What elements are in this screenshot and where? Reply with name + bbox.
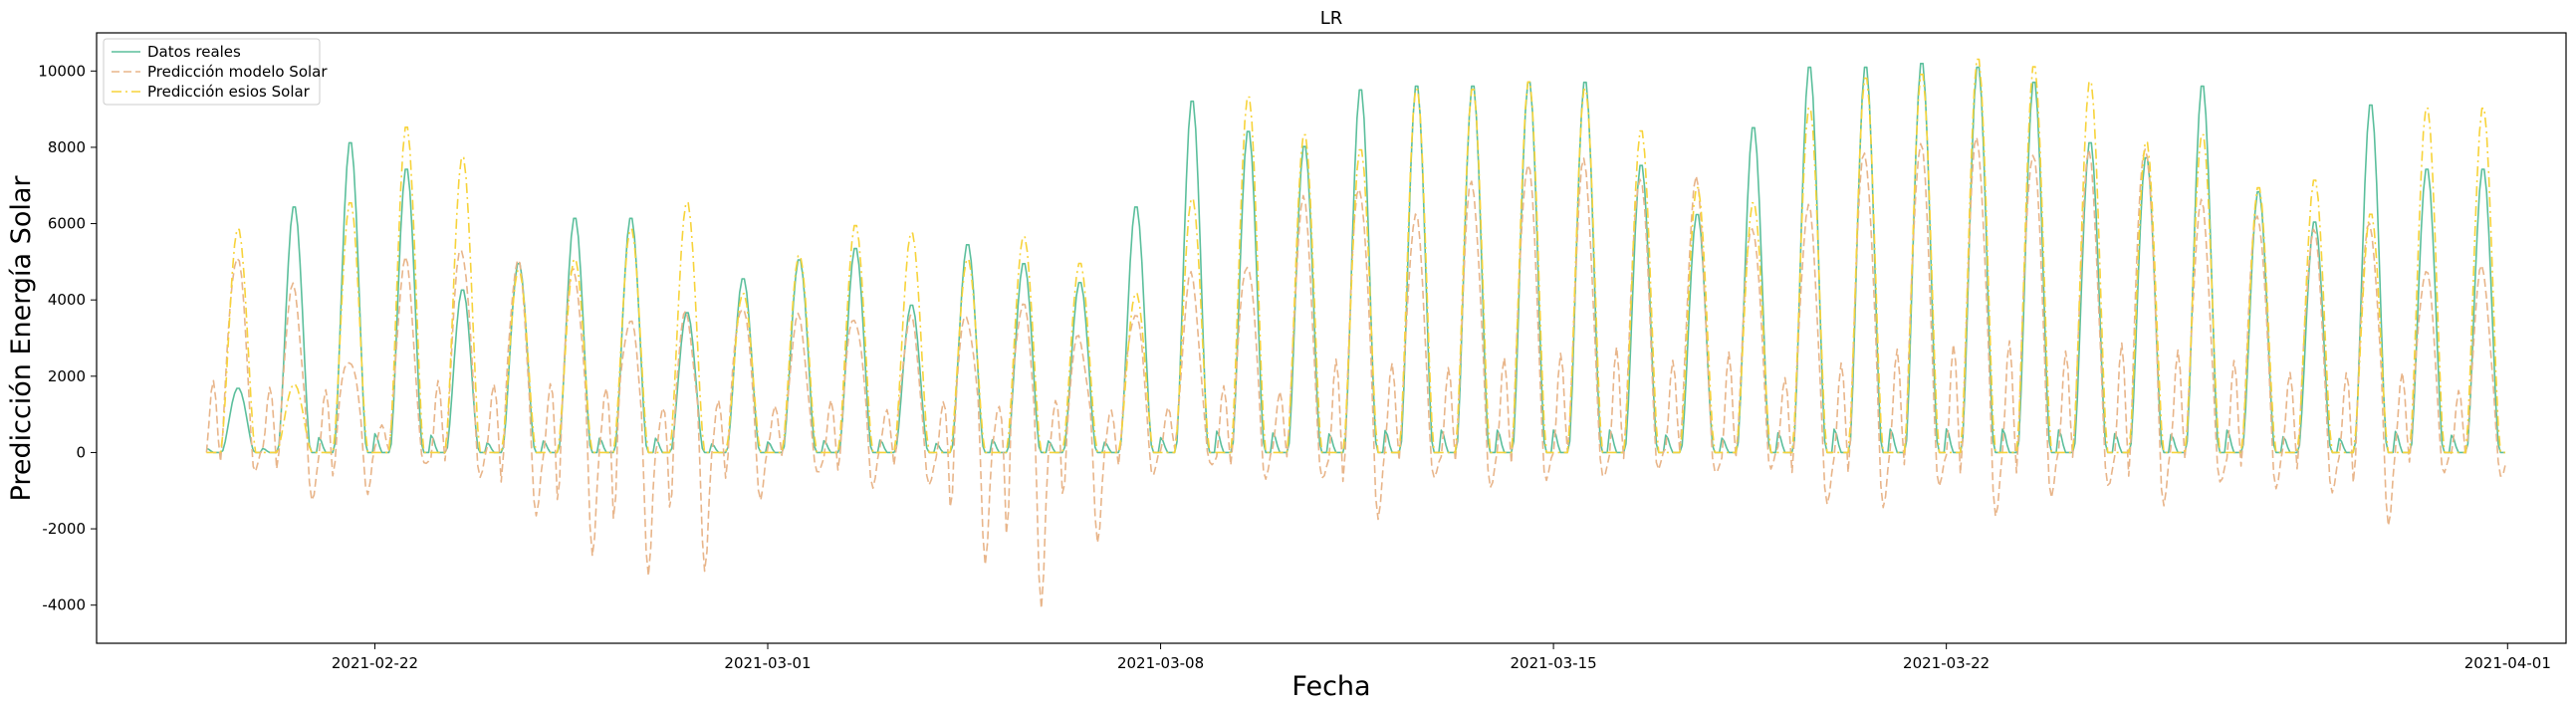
y-tick-label: -2000 bbox=[42, 520, 86, 538]
legend: Datos reales Predicción modelo Solar Predi… bbox=[103, 38, 328, 106]
legend-label: Datos reales bbox=[147, 43, 241, 61]
y-tick-label: 0 bbox=[76, 443, 86, 461]
x-axis: 2021-02-22 2021-03-01 2021-03-08 2021-03-15… bbox=[332, 643, 2551, 672]
y-axis-title: Predicción Energía Solar bbox=[6, 175, 37, 502]
x-tick-label: 2021-02-22 bbox=[332, 654, 418, 672]
y-tick-label: 2000 bbox=[48, 367, 86, 385]
chart-title: LR bbox=[1320, 8, 1343, 29]
x-tick-label: 2021-04-01 bbox=[2464, 654, 2551, 672]
legend-box bbox=[103, 38, 321, 106]
y-tick-label: 10000 bbox=[38, 62, 86, 80]
series-prediccion-modelo bbox=[205, 136, 2506, 609]
y-tick-label: -4000 bbox=[42, 596, 86, 614]
y-tick-label: 6000 bbox=[48, 215, 86, 233]
legend-label: Predicción modelo Solar bbox=[147, 63, 328, 81]
y-tick-label: 8000 bbox=[48, 138, 86, 156]
series-layer bbox=[205, 58, 2506, 609]
legend-label: Predicción esios Solar bbox=[147, 83, 311, 101]
series-datos-reales bbox=[206, 62, 2505, 454]
x-tick-label: 2021-03-22 bbox=[1903, 654, 1990, 672]
x-tick-label: 2021-03-08 bbox=[1117, 654, 1204, 672]
x-tick-label: 2021-03-01 bbox=[724, 654, 811, 672]
x-axis-title: Fecha bbox=[1291, 671, 1370, 702]
plot-frame bbox=[96, 32, 2567, 644]
y-tick-label: 4000 bbox=[48, 291, 86, 309]
x-tick-label: 2021-03-15 bbox=[1511, 654, 1597, 672]
y-axis: -4000 -2000 0 2000 4000 6000 8000 10000 bbox=[38, 62, 97, 614]
